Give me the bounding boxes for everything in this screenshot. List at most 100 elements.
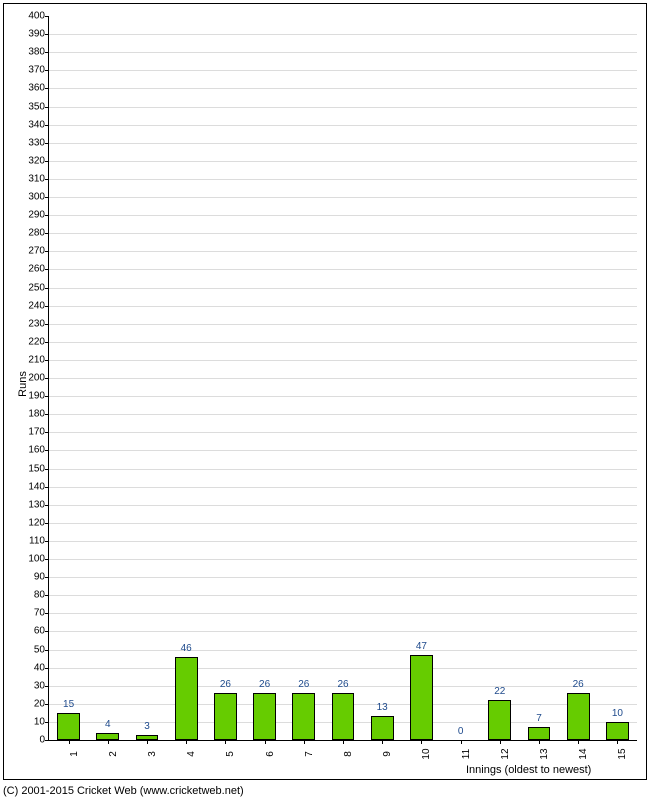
gridline	[49, 613, 637, 614]
x-tick-mark	[225, 740, 226, 744]
bar-value-label: 3	[144, 721, 150, 732]
y-tick-label: 140	[28, 481, 49, 492]
x-tick-label: 4	[186, 751, 197, 757]
bar-value-label: 4	[105, 719, 111, 730]
x-tick-mark	[108, 740, 109, 744]
x-tick-label: 8	[343, 751, 354, 757]
x-tick-mark	[578, 740, 579, 744]
bar-value-label: 0	[458, 726, 464, 737]
gridline	[49, 288, 637, 289]
y-tick-label: 120	[28, 517, 49, 528]
gridline	[49, 396, 637, 397]
x-tick-mark	[69, 740, 70, 744]
y-tick-label: 180	[28, 409, 49, 420]
bar	[488, 700, 511, 740]
x-tick-label: 5	[225, 751, 236, 757]
y-tick-label: 360	[28, 83, 49, 94]
y-tick-label: 40	[34, 662, 49, 673]
gridline	[49, 179, 637, 180]
x-tick-label: 14	[578, 748, 589, 759]
bar-value-label: 26	[220, 679, 231, 690]
bar-value-label: 26	[259, 679, 270, 690]
bar	[214, 693, 237, 740]
x-tick-mark	[461, 740, 462, 744]
bar-value-label: 26	[298, 679, 309, 690]
y-tick-label: 290	[28, 210, 49, 221]
bar	[567, 693, 590, 740]
gridline	[49, 269, 637, 270]
bar-value-label: 46	[181, 643, 192, 654]
y-tick-label: 100	[28, 554, 49, 565]
y-tick-label: 10	[34, 716, 49, 727]
gridline	[49, 577, 637, 578]
gridline	[49, 487, 637, 488]
gridline	[49, 414, 637, 415]
bar	[332, 693, 355, 740]
bar	[57, 713, 80, 740]
gridline	[49, 161, 637, 162]
y-tick-label: 170	[28, 427, 49, 438]
gridline	[49, 70, 637, 71]
gridline	[49, 251, 637, 252]
y-axis-title: Runs	[17, 371, 29, 397]
gridline	[49, 523, 637, 524]
y-tick-label: 60	[34, 626, 49, 637]
y-tick-label: 200	[28, 373, 49, 384]
gridline	[49, 541, 637, 542]
bar-value-label: 15	[63, 699, 74, 710]
gridline	[49, 107, 637, 108]
gridline	[49, 595, 637, 596]
y-tick-label: 310	[28, 173, 49, 184]
gridline	[49, 360, 637, 361]
y-tick-label: 270	[28, 246, 49, 257]
chart-container: 0102030405060708090100110120130140150160…	[0, 0, 650, 800]
y-tick-label: 400	[28, 11, 49, 22]
y-tick-label: 80	[34, 590, 49, 601]
x-tick-mark	[500, 740, 501, 744]
gridline	[49, 378, 637, 379]
x-tick-mark	[304, 740, 305, 744]
gridline	[49, 34, 637, 35]
x-tick-label: 10	[421, 748, 432, 759]
y-tick-label: 330	[28, 137, 49, 148]
bar	[410, 655, 433, 740]
y-tick-label: 260	[28, 264, 49, 275]
y-tick-label: 370	[28, 65, 49, 76]
y-tick-label: 30	[34, 680, 49, 691]
gridline	[49, 125, 637, 126]
y-tick-label: 50	[34, 644, 49, 655]
bar-value-label: 26	[337, 679, 348, 690]
x-tick-mark	[147, 740, 148, 744]
gridline	[49, 631, 637, 632]
bar	[292, 693, 315, 740]
y-tick-label: 90	[34, 572, 49, 583]
y-tick-label: 250	[28, 282, 49, 293]
bar-value-label: 7	[536, 713, 542, 724]
x-tick-label: 3	[147, 751, 158, 757]
y-tick-label: 160	[28, 445, 49, 456]
x-tick-label: 11	[461, 749, 472, 759]
x-tick-label: 15	[617, 748, 628, 759]
y-tick-label: 150	[28, 463, 49, 474]
bar-value-label: 47	[416, 641, 427, 652]
x-tick-mark	[265, 740, 266, 744]
gridline	[49, 88, 637, 89]
x-tick-mark	[343, 740, 344, 744]
y-tick-label: 340	[28, 119, 49, 130]
x-axis-title: Innings (oldest to newest)	[466, 764, 591, 776]
x-tick-mark	[186, 740, 187, 744]
y-tick-label: 20	[34, 698, 49, 709]
y-tick-label: 390	[28, 29, 49, 40]
bar	[175, 657, 198, 740]
gridline	[49, 324, 637, 325]
y-tick-label: 210	[28, 354, 49, 365]
x-tick-label: 1	[69, 751, 80, 757]
y-tick-label: 70	[34, 608, 49, 619]
bar	[253, 693, 276, 740]
bar-value-label: 13	[377, 702, 388, 713]
x-tick-label: 13	[539, 748, 550, 759]
bar	[606, 722, 629, 740]
gridline	[49, 233, 637, 234]
y-tick-label: 300	[28, 192, 49, 203]
plot-area: 0102030405060708090100110120130140150160…	[48, 16, 637, 741]
